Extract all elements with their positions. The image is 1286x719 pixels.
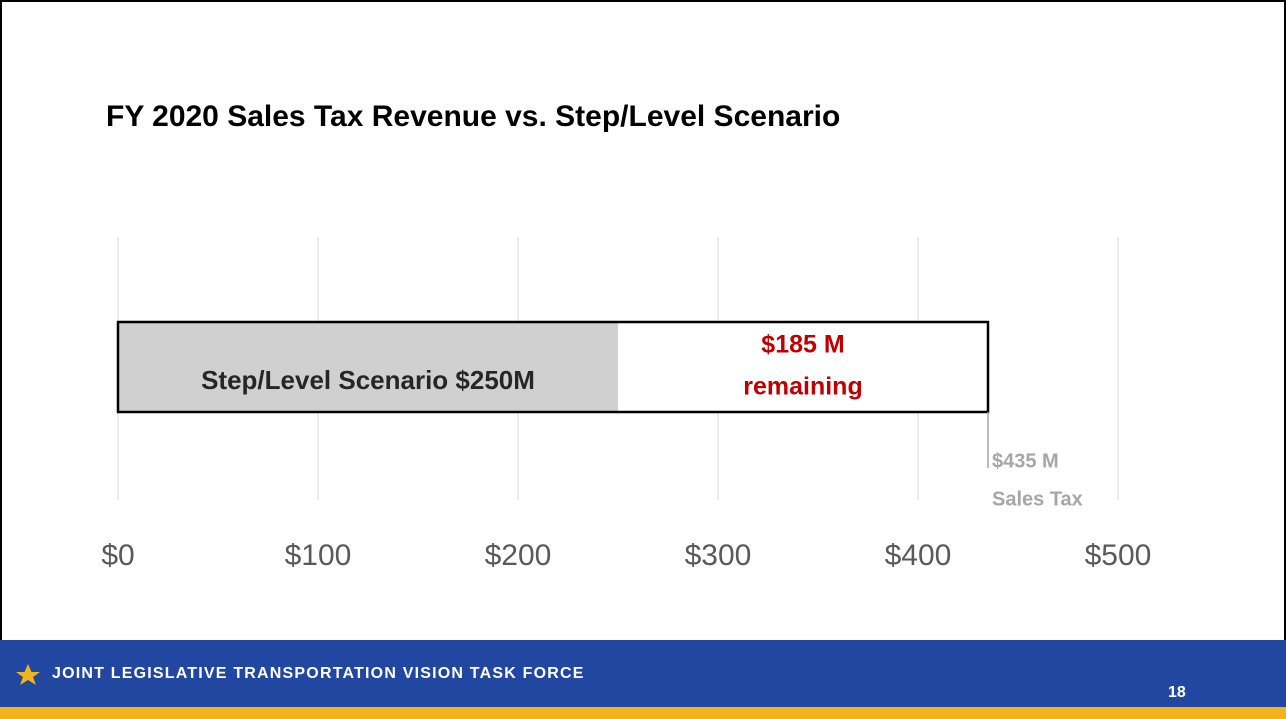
chart-title: FY 2020 Sales Tax Revenue vs. Step/Level… — [106, 100, 840, 133]
bar-outline — [116, 320, 990, 414]
annotation-text: Sales Tax — [992, 488, 1083, 510]
footer-text: JOINT LEGISLATIVE TRANSPORTATION VISION … — [52, 665, 585, 682]
x-tick-label: $200 — [485, 539, 552, 572]
bar-label: $185 M — [761, 331, 844, 359]
bar-label: Step/Level Scenario $250M — [201, 365, 535, 395]
x-tick-label: $500 — [1085, 539, 1152, 572]
bar-segment — [618, 322, 988, 412]
footer-stripe — [0, 707, 1286, 719]
page-number: 18 — [1168, 684, 1186, 701]
bar-label: remaining — [743, 373, 862, 401]
annotation-text: $435 M — [992, 450, 1059, 472]
x-tick-label: $400 — [885, 539, 952, 572]
footer-band — [0, 640, 1286, 707]
x-tick-label: $300 — [685, 539, 752, 572]
bar-segment — [118, 322, 618, 412]
x-tick-label: $100 — [285, 539, 352, 572]
star-icon — [16, 664, 40, 685]
x-tick-label: $0 — [101, 539, 134, 572]
